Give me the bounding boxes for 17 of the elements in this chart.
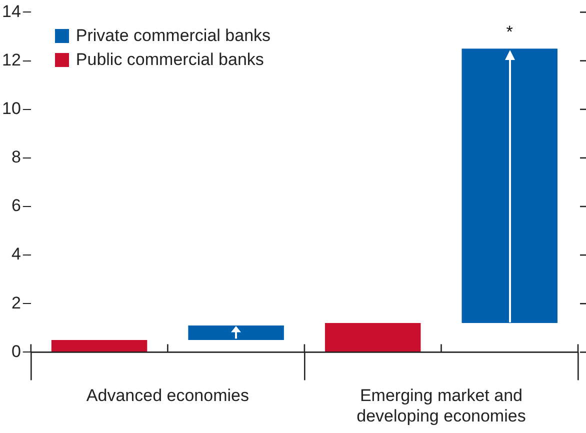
bar	[462, 48, 558, 324]
x-tick-label: Advanced economies	[86, 386, 249, 406]
y-tick-label: 6	[11, 196, 21, 216]
legend-label: Private commercial banks	[76, 25, 271, 48]
bar	[324, 323, 421, 352]
y-tick-label: 2	[11, 293, 21, 312]
y-tick-label: 10	[2, 99, 21, 118]
bar	[51, 340, 148, 352]
y-tick-label: 4	[11, 244, 21, 264]
y-tick-label: 8	[11, 148, 21, 167]
y-tick-label: 0	[11, 342, 21, 361]
y-tick-label: 12	[2, 50, 21, 70]
x-tick-label: Emerging market and developing economies	[356, 386, 526, 426]
bar	[188, 325, 284, 340]
annotation: *	[506, 22, 514, 42]
y-tick-label: 14	[2, 2, 21, 21]
legend-label: Public commercial banks	[76, 49, 264, 72]
